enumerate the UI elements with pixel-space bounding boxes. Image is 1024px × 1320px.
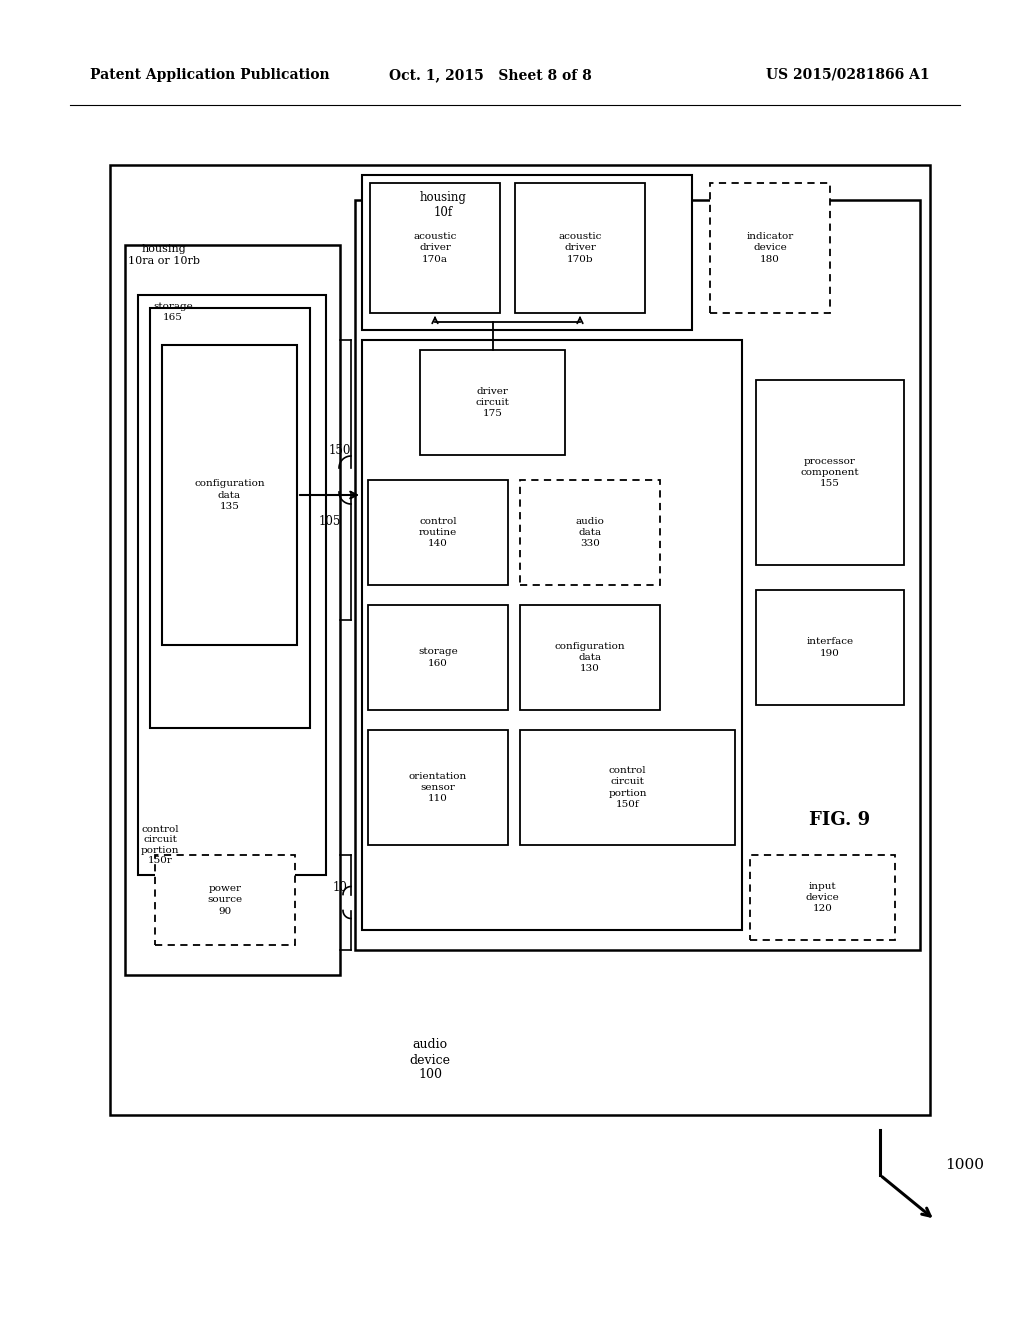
Bar: [520, 730, 735, 845]
Text: configuration
data
130: configuration data 130: [555, 642, 626, 673]
Text: driver
circuit
175: driver circuit 175: [475, 387, 509, 418]
Bar: [756, 380, 904, 565]
Bar: [520, 605, 660, 710]
Text: US 2015/0281866 A1: US 2015/0281866 A1: [766, 69, 930, 82]
Bar: [750, 855, 895, 940]
Text: 150: 150: [329, 444, 351, 457]
Bar: [355, 201, 920, 950]
Text: input
device
120: input device 120: [806, 882, 840, 913]
Text: audio
data
330: audio data 330: [575, 517, 604, 548]
Bar: [756, 590, 904, 705]
Text: orientation
sensor
110: orientation sensor 110: [409, 772, 467, 803]
Text: 105: 105: [318, 515, 341, 528]
Text: control
routine
140: control routine 140: [419, 517, 457, 548]
Text: housing
10ra or 10rb: housing 10ra or 10rb: [128, 244, 200, 265]
Bar: [155, 855, 295, 945]
Bar: [138, 294, 326, 875]
Bar: [125, 246, 340, 975]
Text: interface
190: interface 190: [807, 638, 854, 657]
Bar: [362, 176, 692, 330]
Bar: [368, 730, 508, 845]
Bar: [520, 480, 660, 585]
Bar: [370, 183, 500, 313]
Text: acoustic
driver
170a: acoustic driver 170a: [414, 232, 457, 264]
Bar: [515, 183, 645, 313]
Text: 10: 10: [333, 880, 347, 894]
Text: acoustic
driver
170b: acoustic driver 170b: [558, 232, 602, 264]
Bar: [362, 341, 742, 931]
Text: storage
160: storage 160: [418, 647, 458, 668]
Text: storage
165: storage 165: [153, 302, 193, 322]
Bar: [710, 183, 830, 313]
Text: control
circuit
portion
150r: control circuit portion 150r: [141, 825, 179, 865]
Text: Patent Application Publication: Patent Application Publication: [90, 69, 330, 82]
Text: 1000: 1000: [945, 1158, 984, 1172]
Text: power
source
90: power source 90: [208, 884, 243, 916]
Bar: [110, 165, 930, 1115]
Bar: [368, 480, 508, 585]
Text: control
circuit
portion
150f: control circuit portion 150f: [608, 767, 647, 809]
Text: FIG. 9: FIG. 9: [809, 810, 870, 829]
Text: configuration
data
135: configuration data 135: [195, 479, 265, 511]
Bar: [162, 345, 297, 645]
Text: audio
device
100: audio device 100: [410, 1039, 451, 1081]
Bar: [150, 308, 310, 729]
Text: Oct. 1, 2015   Sheet 8 of 8: Oct. 1, 2015 Sheet 8 of 8: [389, 69, 592, 82]
Bar: [420, 350, 565, 455]
Text: housing
10f: housing 10f: [420, 191, 467, 219]
Bar: [368, 605, 508, 710]
Text: processor
component
155: processor component 155: [801, 457, 859, 488]
Text: indicator
device
180: indicator device 180: [746, 232, 794, 264]
